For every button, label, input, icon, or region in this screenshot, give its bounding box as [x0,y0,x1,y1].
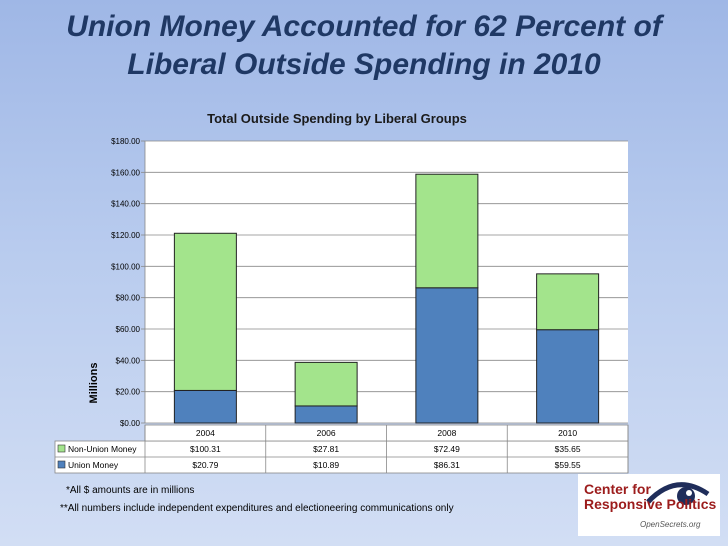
chart-title: Total Outside Spending by Liberal Groups [207,111,467,126]
data-label: $35.65 [555,444,581,454]
y-tick-label: $180.00 [111,137,140,146]
y-tick-label: $60.00 [116,325,141,334]
y-tick-label: $0.00 [120,419,141,428]
eye-icon [646,482,710,505]
y-axis-ticks: $0.00 $20.00 $40.00 $60.00 $80.00 $100.00 $120… [111,137,140,428]
data-label: $86.31 [434,460,460,470]
logo-text: Center for Responsive Politics [584,482,716,512]
data-label: $100.31 [190,444,221,454]
logo-site: OpenSecrets.org [640,520,701,529]
legend-label-union-money: Union Money [68,460,119,470]
legend-label-non-union-money: Non-Union Money [68,444,137,454]
data-label: $59.55 [555,460,581,470]
logo-line2: Responsive Politics [584,496,717,512]
y-axis-label: Millions [88,363,100,404]
bar-non-union-money-2004 [173,232,237,391]
data-label: $27.81 [313,444,339,454]
bar-non-union-money-2008 [415,173,479,289]
y-tick-label: $140.00 [111,200,140,209]
bar-non-union-money-2010 [536,273,600,331]
bar-union-money-2004 [173,389,237,424]
bar-non-union-money-2006 [294,361,358,407]
footnote-amounts: *All $ amounts are in millions [66,485,195,496]
legend-swatch-union-money [57,460,66,469]
logo-line1: Center for [584,481,651,497]
data-label: $10.89 [313,460,339,470]
x-tick-label-2008: 2008 [437,428,456,438]
y-tick-label: $80.00 [116,294,141,303]
data-table: 2004 2006 2008 2010 Non-Union Money $100.31 $2… [54,424,629,474]
data-label: $72.49 [434,444,460,454]
data-label: $20.79 [192,460,218,470]
bar-union-money-2008 [415,287,479,424]
y-tick-label: $20.00 [116,388,141,397]
x-tick-label-2010: 2010 [558,428,577,438]
y-tick-label: $100.00 [111,262,140,271]
slide-title: Union Money Accounted for 62 Percent of … [66,10,662,81]
x-tick-label-2006: 2006 [317,428,336,438]
y-tick-label: $160.00 [111,168,140,177]
legend-swatch-non-union-money [57,444,66,453]
bar-union-money-2006 [294,405,358,424]
x-tick-label-2004: 2004 [196,428,215,438]
crp-logo: Center for Responsive Politics OpenSecre… [578,474,720,536]
footnote-expenditures: **All numbers include independent expend… [60,503,454,514]
y-tick-label: $40.00 [116,356,141,365]
bar-union-money-2010 [536,329,600,424]
bars [173,173,600,424]
y-tick-label: $120.00 [111,231,140,240]
